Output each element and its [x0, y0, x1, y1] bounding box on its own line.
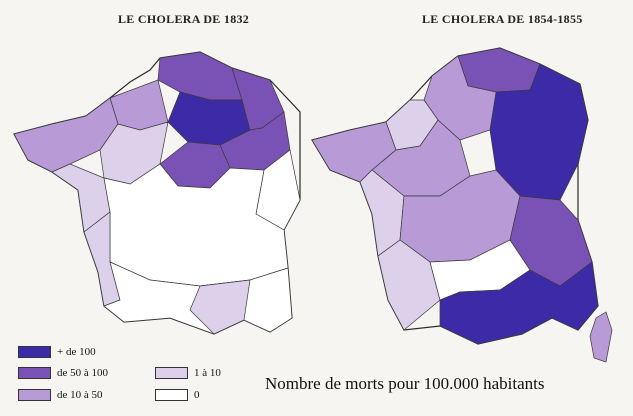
legend-swatch — [155, 389, 188, 401]
corsica-1854 — [589, 311, 613, 363]
legend-swatch — [18, 367, 51, 379]
map-caption: Nombre de morts pour 100.000 habitants — [265, 374, 545, 393]
region-south-1854 — [439, 261, 599, 345]
legend-label: de 10 à 50 — [57, 389, 103, 401]
legend-swatch — [18, 389, 51, 401]
legend-swatch — [155, 367, 188, 379]
region-midi-1832 — [189, 279, 251, 335]
map-title-1832: LE CHOLERA DE 1832 — [118, 12, 250, 26]
map-title-1854-1855: LE CHOLERA DE 1854-1855 — [422, 12, 583, 26]
legend-label: 1 à 10 — [194, 367, 221, 379]
legend-swatch — [18, 346, 51, 358]
legend-label: + de 100 — [57, 346, 96, 358]
legend-item-over-100: + de 100 — [18, 346, 96, 358]
legend-label: de 50 à 100 — [57, 367, 109, 379]
legend-item-50-100: de 50 à 100 — [18, 367, 108, 379]
region-northeast-1854 — [489, 63, 589, 201]
legend-item-zero: 0 — [155, 389, 200, 401]
legend-item-10-50: de 10 à 50 — [18, 389, 103, 401]
region-north-1854 — [457, 47, 541, 93]
legend-label: 0 — [194, 389, 200, 401]
legend-item-1-10: 1 à 10 — [155, 367, 221, 379]
